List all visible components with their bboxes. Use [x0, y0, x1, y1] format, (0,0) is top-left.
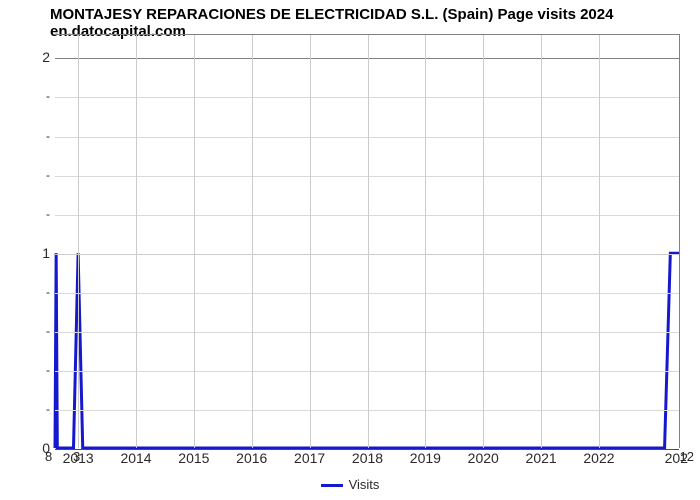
gridline-v [310, 35, 311, 448]
gridline-v [368, 35, 369, 448]
x-tick-label: 2020 [468, 450, 499, 466]
y-minor-dash: - [0, 324, 50, 338]
gridline-v [483, 35, 484, 448]
x-tick-label: 2018 [352, 450, 383, 466]
x-tick-label: 2014 [120, 450, 151, 466]
legend-label: Visits [349, 477, 380, 492]
legend: Visits [0, 477, 700, 492]
y-minor-dash: - [0, 402, 50, 416]
gridline-v [541, 35, 542, 448]
y-minor-dash: - [0, 89, 50, 103]
gridline-v [78, 35, 79, 448]
corner-label-bl: 8 [45, 449, 52, 464]
gridline-v [194, 35, 195, 448]
y-minor-dash: - [0, 129, 50, 143]
corner-label-br: 12 [680, 449, 694, 464]
gridline-v [425, 35, 426, 448]
y-minor-dash: - [0, 207, 50, 221]
gridline-v [252, 35, 253, 448]
y-tick-label: 2 [0, 49, 50, 65]
x-tick-label: 2021 [526, 450, 557, 466]
gridline-v [136, 35, 137, 448]
corner-label-bl2: 3 [73, 449, 80, 464]
x-tick-label: 2017 [294, 450, 325, 466]
x-tick-label: 2022 [583, 450, 614, 466]
x-tick-label: 2019 [410, 450, 441, 466]
y-tick-label: 1 [0, 245, 50, 261]
y-minor-dash: - [0, 363, 50, 377]
y-minor-dash: - [0, 285, 50, 299]
gridline-v [599, 35, 600, 448]
y-minor-dash: - [0, 168, 50, 182]
legend-swatch [321, 484, 343, 487]
x-tick-label: 2015 [178, 450, 209, 466]
x-tick-label: 2016 [236, 450, 267, 466]
y-tick-label: 0 [0, 440, 50, 456]
plot-area [55, 34, 680, 448]
